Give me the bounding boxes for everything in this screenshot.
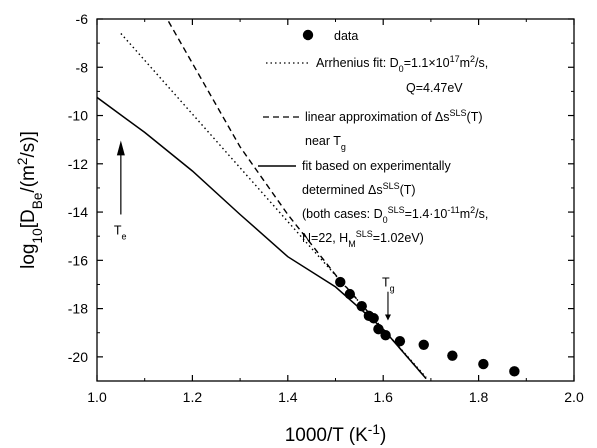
y-tick-label: -8 <box>76 59 89 75</box>
legend-label-arrhenius-part: /s, <box>475 56 488 70</box>
data-point <box>394 335 406 347</box>
y-axis-title-part: 10 <box>30 228 45 244</box>
legend-label-arrhenius-part: 2 <box>470 54 475 64</box>
legend-label-linear-part: linear approximation of Δs <box>305 110 450 124</box>
tg-arrow-head <box>384 314 391 321</box>
legend-label-linear-part: SLS <box>450 108 467 118</box>
legend-marker-data <box>302 29 314 41</box>
axis-ticks: 1.0 1.2 1.4 1.6 1.8 2.0 -20 -18 -16 -14 -12 -10 -8 -6 <box>68 11 584 405</box>
legend-label-both-2-part: M <box>348 239 356 249</box>
y-tick-label: -6 <box>76 11 89 27</box>
plot-area <box>96 18 575 382</box>
te-label: Te <box>114 224 127 242</box>
y-tick-label: -18 <box>68 301 88 317</box>
legend-label-arrhenius-q-part: Q=4.47eV <box>406 81 463 95</box>
te-label-part: T <box>114 224 122 238</box>
y-tick-label: -10 <box>68 108 88 124</box>
y-axis-title-part: [D <box>18 209 39 228</box>
legend-label-both-part: 2 <box>470 205 475 215</box>
legend-label-both-2-part: =1.02eV) <box>373 231 424 245</box>
data-point <box>373 323 384 335</box>
legend-label-arrhenius-part: 0 <box>399 64 404 74</box>
legend-label-fit-part: fit based on experimentally <box>302 159 451 173</box>
data-point <box>509 366 520 377</box>
data-point <box>447 350 458 361</box>
x-tick-label: 1.6 <box>373 389 393 405</box>
y-tick-label: -14 <box>68 204 88 220</box>
y-axis-title-part: /s)] <box>18 131 39 157</box>
axis-titles: 1000/T (K-1) log10[DBe/(m2/s)] <box>15 131 387 446</box>
legend-label-data: data <box>334 29 358 43</box>
data-point <box>344 288 356 300</box>
x-axis-title-part: -1 <box>368 422 380 437</box>
legend-label-arrhenius-part: =1.1×10 <box>404 56 450 70</box>
data-point <box>368 313 379 324</box>
legend-label-linear-near: near Tg <box>305 134 346 152</box>
data-point <box>380 329 391 341</box>
legend-label-both: (both cases: D0SLS=1.4·10-11m2/s, <box>302 205 488 225</box>
legend-label-both-2: N=22, HMSLS=1.02eV) <box>302 229 424 249</box>
legend-label-linear-near-part: g <box>341 142 346 152</box>
legend-label-linear: linear approximation of ΔsSLS(T) <box>305 108 483 124</box>
x-axis-title: 1000/T (K-1) <box>285 422 387 447</box>
legend-label-both-2-part: SLS <box>356 229 373 239</box>
y-axis-title-part: /(m <box>18 165 39 192</box>
y-tick-label: -16 <box>68 252 88 268</box>
data-point <box>335 276 346 288</box>
legend-label-linear-part: (T) <box>467 110 483 124</box>
legend-label-both-part: =1.4·10 <box>405 207 448 221</box>
data-point <box>418 339 429 350</box>
legend-label-data-part: data <box>334 29 358 43</box>
plot-frame <box>96 18 575 382</box>
legend-label-both-part: 0 <box>383 215 388 225</box>
y-axis-title-part: log <box>18 244 39 269</box>
x-tick-label: 1.8 <box>469 389 489 405</box>
x-axis-title-part: ) <box>380 425 386 446</box>
x-tick-label: 1.2 <box>183 389 203 405</box>
legend-label-arrhenius-part: m <box>460 56 470 70</box>
y-tick-label: -12 <box>68 156 88 172</box>
tg-label: Tg <box>382 276 395 294</box>
data-point <box>356 300 367 312</box>
legend-label-fit-2: determined ΔsSLS(T) <box>302 181 416 197</box>
linear-approx-line <box>167 21 427 380</box>
legend-label-fit-2-part: determined Δs <box>302 183 383 197</box>
y-axis-title: log10[DBe/(m2/s)] <box>15 131 45 269</box>
legend-label-both-part: -11 <box>447 205 459 215</box>
y-tick-label: -20 <box>68 349 88 365</box>
legend-label-both-part: SLS <box>388 205 405 215</box>
legend-label-arrhenius-part: Arrhenius fit: D <box>316 56 399 70</box>
y-axis-title-part: Be <box>30 193 45 210</box>
te-label-part: e <box>121 232 126 242</box>
x-tick-label: 1.0 <box>87 389 107 405</box>
legend-label-fit-2-part: (T) <box>400 183 416 197</box>
te-arrow-head <box>116 140 125 156</box>
tg-label-part: g <box>390 284 395 294</box>
legend-label-arrhenius: Arrhenius fit: D0=1.1×1017m2/s, <box>316 54 488 74</box>
legend-label-both-2-part: N=22, H <box>302 231 348 245</box>
legend-label-arrhenius-part: 17 <box>450 54 460 64</box>
legend-label-both-part: /s, <box>475 207 488 221</box>
legend-label-linear-near-part: near T <box>305 134 341 148</box>
legend-label-fit: fit based on experimentally <box>302 159 451 173</box>
legend-label-arrhenius-q: Q=4.47eV <box>406 81 463 95</box>
x-axis-title-part: 1000/T (K <box>285 425 368 446</box>
y-axis-title-part: 2 <box>15 158 30 166</box>
legend-label-both-part: (both cases: D <box>302 207 383 221</box>
x-tick-label: 1.4 <box>278 389 298 405</box>
legend-label-fit-2-part: SLS <box>383 181 400 191</box>
legend-label-both-part: m <box>460 207 470 221</box>
tg-label-part: T <box>382 276 390 290</box>
data-points <box>335 276 520 377</box>
x-tick-label: 2.0 <box>564 389 584 405</box>
data-point <box>478 358 489 370</box>
